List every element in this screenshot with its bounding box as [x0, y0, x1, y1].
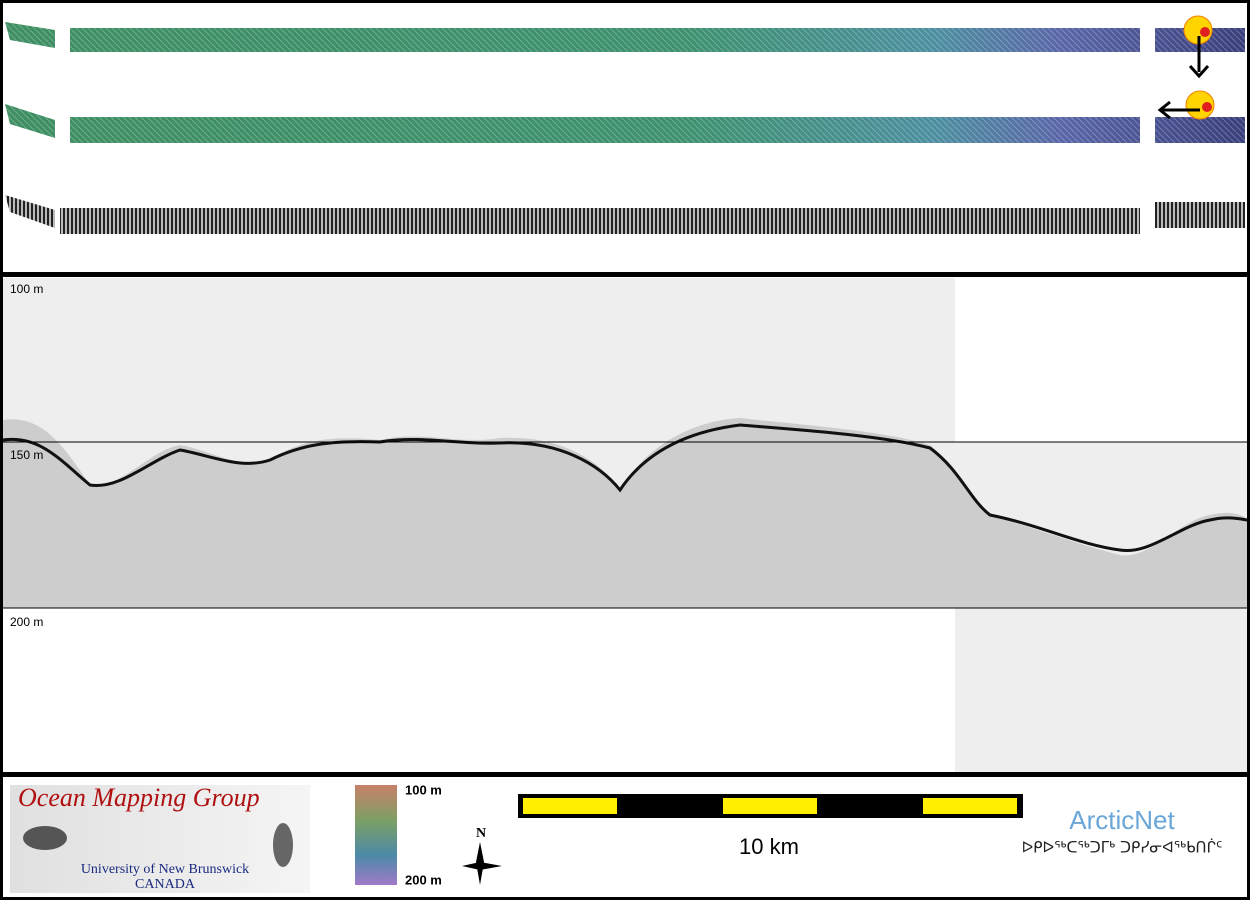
logo-title: Ocean Mapping Group — [18, 783, 260, 812]
divider — [0, 772, 1250, 777]
colorbar-label: 100 m — [405, 782, 442, 797]
scale-label: 10 km — [739, 834, 799, 859]
colorbar — [355, 785, 397, 885]
north-label: N — [476, 826, 486, 841]
profile: 100 m 150 m 200 m — [0, 278, 1250, 772]
omg-logo: Ocean Mapping Group University of New Br… — [10, 783, 310, 893]
partner-name: ArcticNet — [1069, 805, 1175, 835]
colorbar-label: 200 m — [405, 872, 442, 887]
logo-country: CANADA — [135, 877, 196, 892]
swath-strips — [5, 22, 1245, 234]
divider — [0, 272, 1250, 277]
north-arrow: N — [462, 826, 502, 885]
depth-label: 200 m — [10, 615, 43, 629]
partner-inuktitut: ᐅᑭᐅᖅᑕᖅᑐᒥᒃ ᑐᑭᓯᓂᐊᖅᑲᑎᒌᑦ — [1022, 839, 1223, 857]
depth-label: 100 m — [10, 282, 43, 296]
logo-subtitle: University of New Brunswick — [81, 862, 249, 877]
depth-label: 150 m — [10, 448, 43, 462]
scale-bar: 10 km — [518, 794, 1023, 859]
sun-icon — [1157, 15, 1215, 120]
